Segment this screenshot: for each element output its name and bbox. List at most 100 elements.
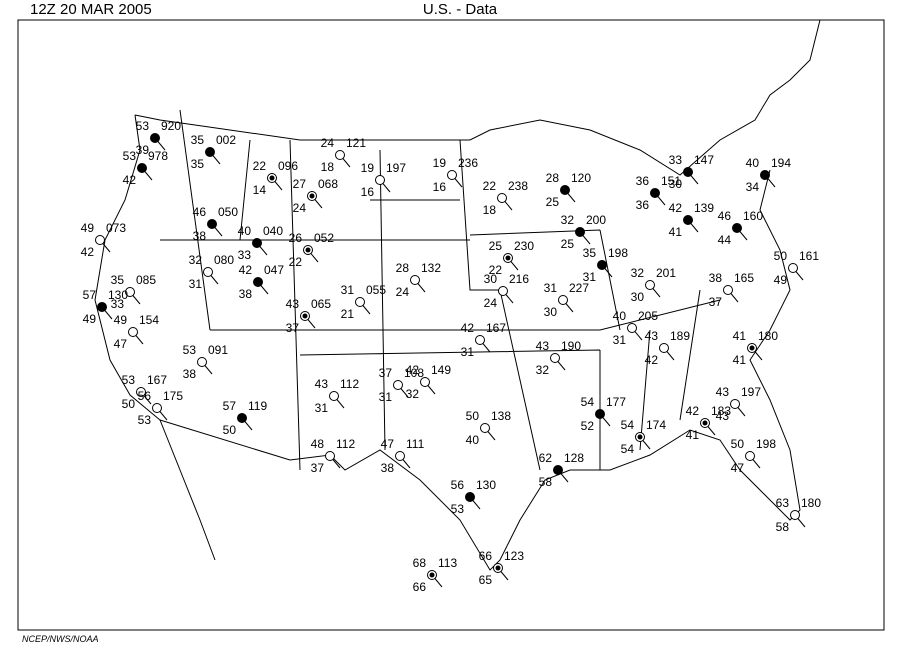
station-circle [627,323,637,333]
map-time: 12Z 20 MAR 2005 [30,1,152,18]
temperature: 32 [189,253,203,267]
dewpoint: 37 [286,321,300,335]
dewpoint: 32 [536,363,550,377]
temperature: 53 [123,149,137,163]
station-circle [393,380,403,390]
pressure: 205 [638,309,658,323]
temperature: 36 [636,174,650,188]
pressure: 108 [404,366,424,380]
pressure: 073 [106,221,126,235]
station: 43 189 42 [645,329,691,367]
temperature: 56 [451,478,465,492]
station-circle [650,188,660,198]
station: 19 236 16 [433,156,479,194]
station-circle [95,235,105,245]
map-frame [17,19,885,631]
pressure: 121 [346,136,366,150]
station: 40 194 34 [746,156,792,194]
dewpoint: 39 [136,143,150,157]
station-overcast [305,247,311,253]
temperature: 35 [191,133,205,147]
station: 40 205 31 [613,309,659,347]
station-circle [136,387,146,397]
temperature: 32 [561,213,575,227]
temperature: 42 [686,404,700,418]
station-circle [355,297,365,307]
pressure: 167 [147,373,167,387]
dewpoint: 34 [746,180,760,194]
dewpoint: 58 [539,475,553,489]
station-circle [558,295,568,305]
dewpoint: 43 [716,409,730,423]
station-circle [237,413,247,423]
station-circle [203,267,213,277]
station: 42 047 38 [239,263,285,301]
pressure: 068 [318,177,338,191]
pressure: 112 [340,377,359,391]
dewpoint: 53 [138,413,152,427]
station: 32 201 30 [631,266,677,304]
temperature: 26 [289,231,303,245]
dewpoint: 22 [489,263,503,277]
pressure: 920 [161,119,181,133]
station: 27 068 24 [293,177,339,215]
pressure: 112 [336,437,355,451]
station-circle [760,170,770,180]
temperature: 33 [669,153,683,167]
temperature: 28 [396,261,410,275]
temperature: 22 [483,179,497,193]
dewpoint: 38 [193,229,207,243]
station-circle [410,275,420,285]
station: 42 183 41 [686,404,732,442]
station-overcast [505,255,511,261]
pressure: 055 [366,283,386,297]
temperature: 50 [731,437,745,451]
station: 24 121 18 [321,136,367,174]
pressure: 198 [608,246,628,260]
temperature: 46 [718,209,732,223]
pressure: 120 [571,171,591,185]
dewpoint: 37 [311,461,325,475]
temperature: 57 [223,399,237,413]
pressure: 132 [421,261,441,275]
temperature: 54 [621,418,635,432]
station-circle [498,286,508,296]
dewpoint: 14 [253,183,267,197]
temperature: 62 [539,451,553,465]
station-circle [252,238,262,248]
temperature: 46 [193,205,207,219]
temperature: 66 [479,549,493,563]
dewpoint: 24 [396,285,410,299]
pressure: 227 [569,281,589,295]
station-circle [550,353,560,363]
station: 68 113 66 [413,556,458,594]
station: 28 132 24 [396,261,442,299]
pressure: 128 [564,451,584,465]
pressure: 113 [438,556,457,570]
dewpoint: 41 [733,353,747,367]
dewpoint: 58 [776,520,790,534]
dewpoint: 47 [114,337,128,351]
dewpoint: 42 [81,245,95,259]
temperature: 25 [489,239,503,253]
pressure: 201 [656,266,676,280]
station-circle [788,263,798,273]
pressure: 147 [694,153,714,167]
station: 40 040 33 [238,224,284,262]
station-circle [465,492,475,502]
station-overcast [637,434,643,440]
dewpoint: 41 [686,428,700,442]
station: 53 167 50 [122,373,168,411]
station-circle [732,223,742,233]
station: 46 050 38 [193,205,239,243]
pressure: 230 [514,239,534,253]
station-circle [97,302,107,312]
station: 41 180 41 [733,329,779,367]
station: 35 198 31 [583,246,629,284]
station-circle [683,215,693,225]
station-circle [475,335,485,345]
station-circle [128,327,138,337]
station: 56 130 53 [451,478,497,516]
station: 43 197 43 [716,385,762,423]
temperature: 49 [81,221,95,235]
